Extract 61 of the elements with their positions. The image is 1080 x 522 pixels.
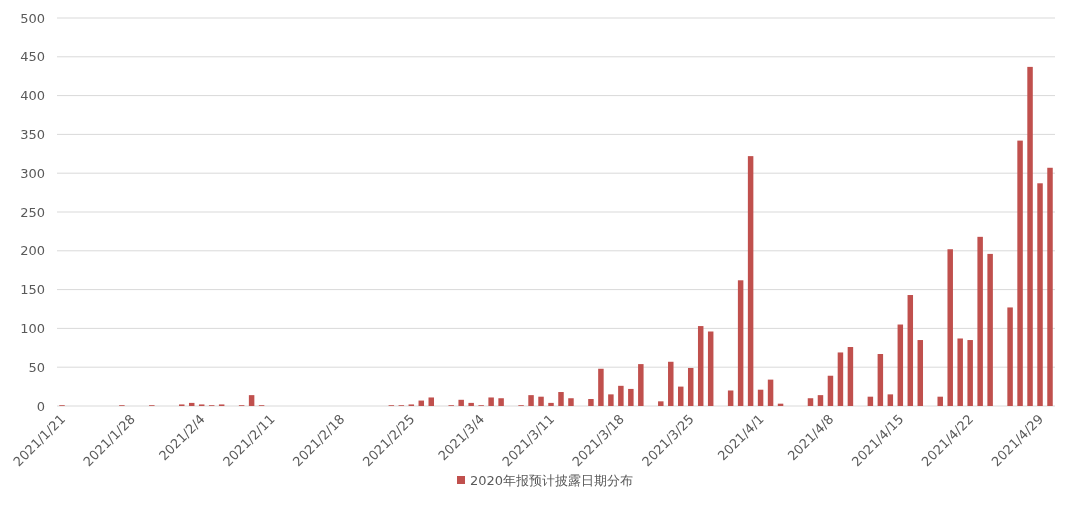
y-tick-label: 250 (20, 204, 45, 220)
bar (668, 361, 674, 406)
bar (638, 364, 644, 406)
bar (937, 396, 943, 406)
bar (248, 395, 255, 406)
bar (967, 340, 973, 406)
bar (697, 326, 704, 406)
bar (428, 397, 434, 406)
bar (598, 368, 604, 406)
bar (887, 394, 894, 406)
bar (528, 395, 534, 406)
bar (498, 398, 504, 406)
y-tick-label: 400 (20, 88, 45, 104)
bar (568, 398, 574, 406)
y-tick-label: 100 (20, 320, 45, 336)
y-tick-label: 150 (20, 282, 45, 298)
bar (737, 280, 744, 406)
bar (757, 389, 764, 406)
bar (817, 395, 824, 406)
y-tick-label: 50 (28, 359, 45, 375)
bar (1047, 167, 1053, 406)
bar (947, 249, 953, 406)
bar (877, 354, 884, 406)
bar (917, 340, 924, 406)
y-tick-label: 500 (20, 10, 45, 26)
bar (468, 402, 474, 406)
y-tick-label: 300 (20, 165, 45, 181)
bar (1027, 66, 1033, 406)
y-tick-label: 450 (20, 49, 45, 65)
bar (458, 399, 464, 406)
bar (658, 401, 664, 406)
bar (747, 156, 754, 406)
bar (727, 390, 734, 406)
bar (897, 324, 904, 406)
bar (827, 375, 834, 406)
bar (907, 295, 914, 406)
legend: 2020年报预计披露日期分布 (457, 473, 634, 488)
bar (977, 236, 983, 406)
bar (957, 338, 963, 406)
bar (767, 379, 774, 406)
bar (807, 398, 814, 406)
bar (488, 397, 494, 406)
bar (618, 385, 624, 406)
bar (678, 386, 684, 406)
bar (548, 402, 554, 406)
bar (628, 388, 634, 406)
bar (608, 394, 614, 406)
bar (1037, 183, 1043, 406)
y-tick-label: 200 (20, 243, 45, 259)
y-tick-label: 0 (36, 398, 45, 414)
bar (687, 367, 694, 406)
y-tick-label: 350 (20, 126, 45, 142)
bar (987, 253, 993, 406)
bar (538, 396, 544, 406)
bar (837, 352, 844, 406)
bar (847, 347, 854, 406)
bar (558, 392, 564, 406)
bar (1017, 140, 1023, 406)
bar (707, 331, 714, 406)
bar (588, 399, 594, 406)
bar (1007, 307, 1013, 406)
